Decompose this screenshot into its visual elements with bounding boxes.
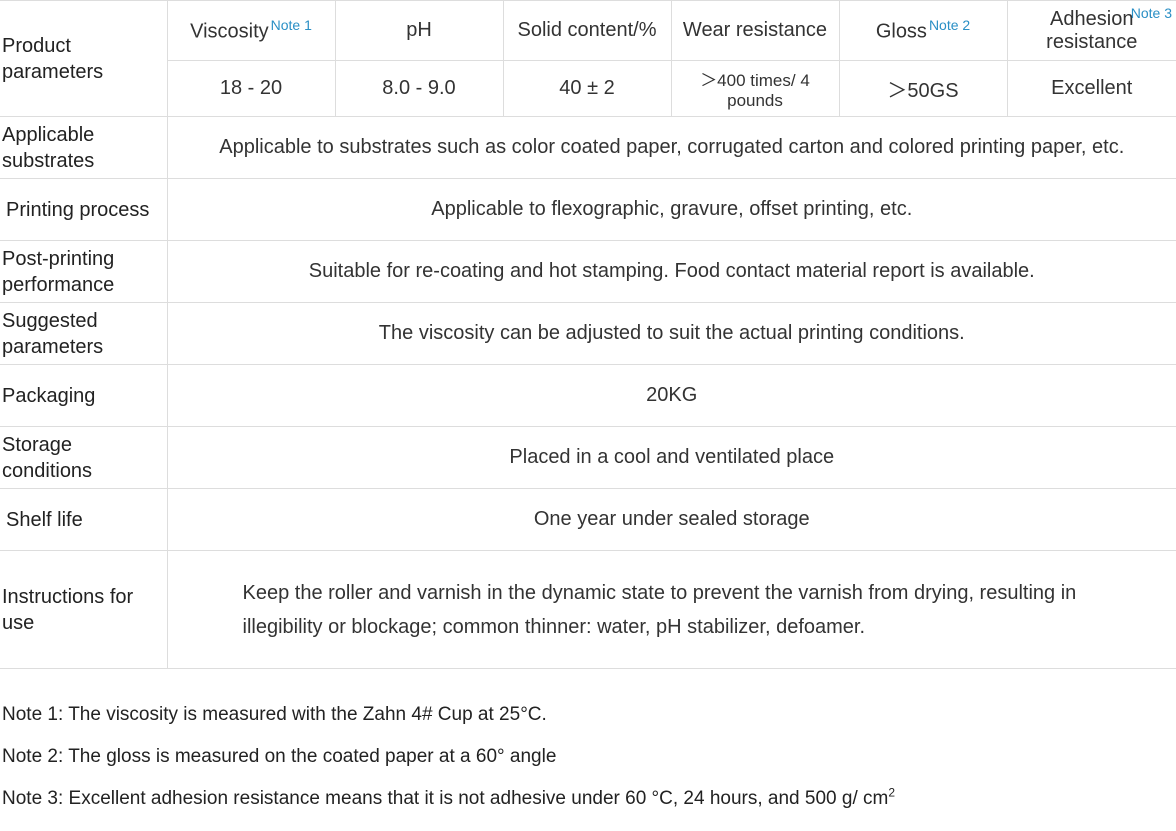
param-header-row: Product parameters ViscosityNote 1 pH So… [0,1,1176,61]
label-packaging: Packaging [0,365,167,427]
gloss-note-ref: Note 2 [929,17,970,33]
viscosity-note-ref: Note 1 [271,17,312,33]
header-wear-resistance: Wear resistance [671,1,839,61]
value-printing-process: Applicable to flexographic, gravure, off… [167,179,1176,241]
note-3-text: Note 3: Excellent adhesion resistance me… [2,788,888,809]
row-storage: Storage conditions Placed in a cool and … [0,427,1176,489]
label-instructions: Instructions for use [0,551,167,669]
value-suggested-params: The viscosity can be adjusted to suit th… [167,303,1176,365]
value-solid-content: 40 ± 2 [503,61,671,117]
value-viscosity: 18 - 20 [167,61,335,117]
adhesion-note-ref: Note 3 [1131,5,1172,21]
param-value-row: 18 - 20 8.0 - 9.0 40 ± 2 ＞400 times/ 4 p… [0,61,1176,117]
label-applicable-substrates: Applicable substrates [0,117,167,179]
product-spec-table: Product parameters ViscosityNote 1 pH So… [0,0,1176,669]
value-instructions: Keep the roller and varnish in the dynam… [168,560,1176,660]
value-shelf-life: One year under sealed storage [167,489,1176,551]
label-suggested-params: Suggested parameters [0,303,167,365]
header-adhesion-text: Adhesion resistance [1046,8,1137,53]
value-gloss: ＞50GS [839,61,1007,117]
value-storage: Placed in a cool and ventilated place [167,427,1176,489]
row-suggested-params: Suggested parameters The viscosity can b… [0,303,1176,365]
row-printing-process: Printing process Applicable to flexograp… [0,179,1176,241]
header-viscosity-text: Viscosity [190,21,269,43]
product-parameters-label: Product parameters [0,1,167,117]
header-solid-content: Solid content/% [503,1,671,61]
row-post-printing: Post-printing performance Suitable for r… [0,241,1176,303]
note-3: Note 3: Excellent adhesion resistance me… [2,781,1174,817]
header-adhesion: Adhesion resistanceNote 3 [1007,1,1176,61]
header-viscosity: ViscosityNote 1 [167,1,335,61]
note-2: Note 2: The gloss is measured on the coa… [2,739,1174,775]
value-packaging: 20KG [167,365,1176,427]
header-gloss: GlossNote 2 [839,1,1007,61]
row-shelf-life: Shelf life One year under sealed storage [0,489,1176,551]
row-applicable-substrates: Applicable substrates Applicable to subs… [0,117,1176,179]
row-instructions: Instructions for use Keep the roller and… [0,551,1176,669]
value-wear-resistance: ＞400 times/ 4 pounds [671,61,839,117]
label-printing-process: Printing process [0,179,167,241]
note-1: Note 1: The viscosity is measured with t… [2,697,1174,733]
label-storage: Storage conditions [0,427,167,489]
label-post-printing: Post-printing performance [0,241,167,303]
note-3-exponent: 2 [888,786,895,800]
row-packaging: Packaging 20KG [0,365,1176,427]
value-ph: 8.0 - 9.0 [335,61,503,117]
value-instructions-cell: Keep the roller and varnish in the dynam… [167,551,1176,669]
value-applicable-substrates: Applicable to substrates such as color c… [167,117,1176,179]
value-adhesion: Excellent [1007,61,1176,117]
header-ph: pH [335,1,503,61]
label-shelf-life: Shelf life [0,489,167,551]
header-gloss-text: Gloss [876,21,927,43]
value-post-printing: Suitable for re-coating and hot stamping… [167,241,1176,303]
